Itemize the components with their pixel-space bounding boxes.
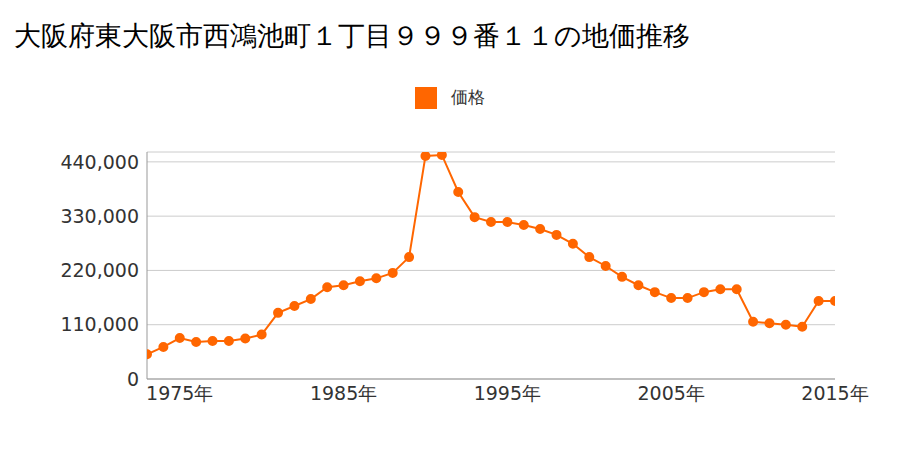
svg-text:110,000: 110,000 xyxy=(60,313,139,335)
svg-text:1985年: 1985年 xyxy=(310,382,377,404)
html-text:大阪府東大阪市西鴻池町１丁目９９９番１１の地価推移: 大阪府東大阪市西鴻池町１丁目９９９番１１の地価推移 xyxy=(14,20,690,51)
svg-text:0: 0 xyxy=(127,368,139,390)
html-text:価格: 価格 xyxy=(451,87,485,107)
svg-text:330,000: 330,000 xyxy=(60,205,139,227)
svg-text:220,000: 220,000 xyxy=(60,259,139,281)
svg-text:440,000: 440,000 xyxy=(60,151,139,173)
svg-text:1975年: 1975年 xyxy=(146,382,213,404)
svg-text:1995年: 1995年 xyxy=(474,382,541,404)
svg-text:2015年: 2015年 xyxy=(801,382,868,404)
svg-text:2005年: 2005年 xyxy=(638,382,705,404)
